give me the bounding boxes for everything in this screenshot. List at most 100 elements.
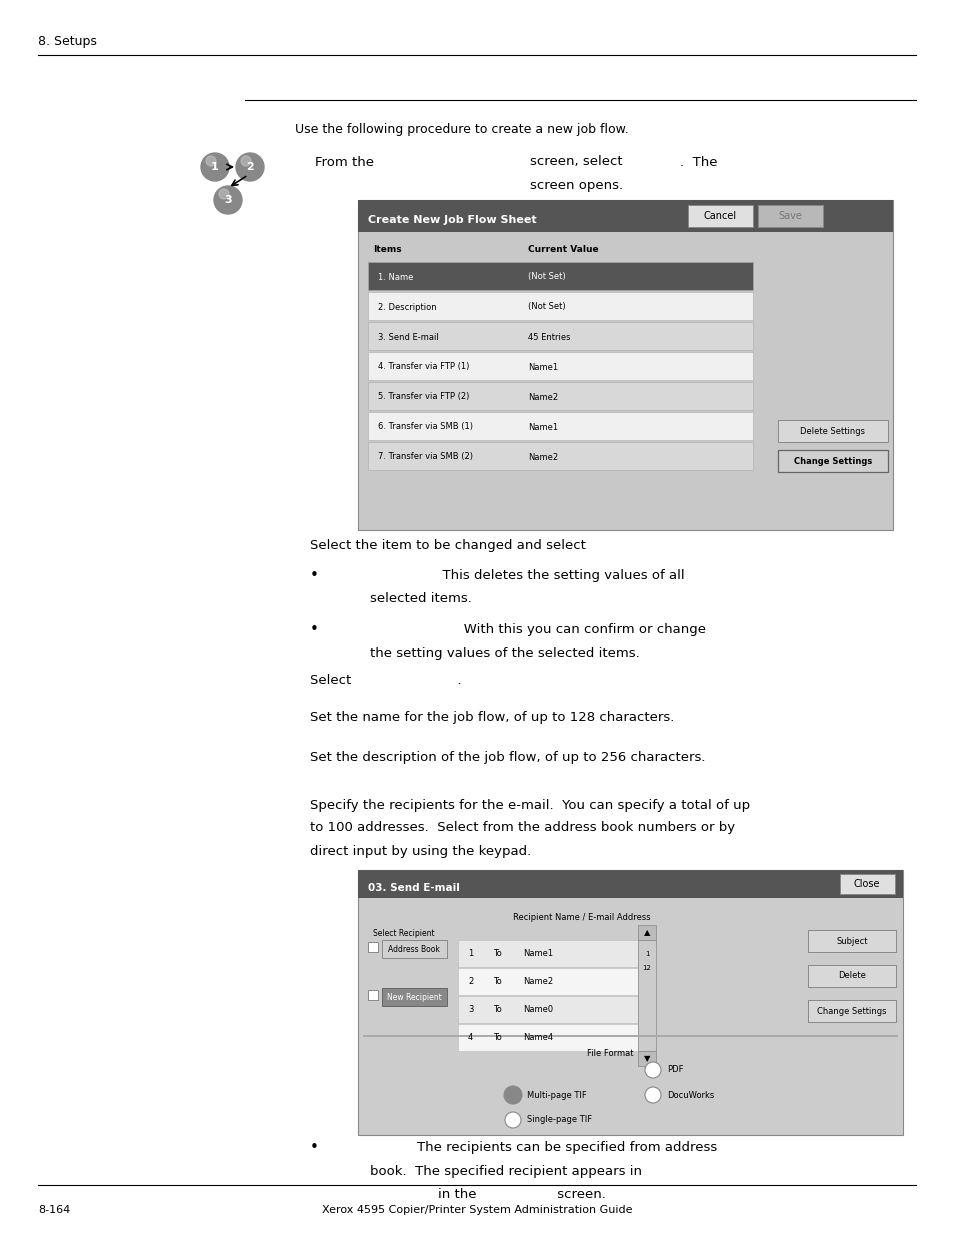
Text: 2. Description: 2. Description [377,303,436,311]
Text: Name2: Name2 [527,452,558,462]
FancyBboxPatch shape [687,205,752,227]
Text: (Not Set): (Not Set) [527,303,565,311]
Text: 1. Name: 1. Name [377,273,413,282]
FancyBboxPatch shape [457,968,638,995]
FancyBboxPatch shape [368,352,752,380]
Text: Delete Settings: Delete Settings [800,426,864,436]
FancyBboxPatch shape [778,450,887,472]
Text: Name2: Name2 [527,393,558,401]
Text: PDF: PDF [666,1066,682,1074]
FancyBboxPatch shape [381,940,447,958]
FancyBboxPatch shape [381,988,447,1007]
FancyBboxPatch shape [638,925,656,940]
Circle shape [235,153,264,182]
FancyBboxPatch shape [807,1000,895,1023]
Text: File Format: File Format [586,1049,633,1057]
Circle shape [206,156,215,165]
Text: 8. Setups: 8. Setups [38,36,97,48]
Text: Current Value: Current Value [527,245,598,253]
Text: book.  The specified recipient appears in: book. The specified recipient appears in [370,1166,641,1178]
Text: New Recipient: New Recipient [386,993,441,1002]
FancyBboxPatch shape [368,942,377,952]
Text: The recipients can be specified from address: The recipients can be specified from add… [314,1141,717,1155]
FancyBboxPatch shape [357,869,902,1135]
FancyBboxPatch shape [457,995,638,1023]
Text: From the: From the [314,156,374,168]
Text: Name1: Name1 [522,950,553,958]
Text: Multi-page TIF: Multi-page TIF [526,1091,586,1099]
FancyBboxPatch shape [368,412,752,440]
Text: .  The: . The [679,156,717,168]
Text: Change Settings: Change Settings [817,1007,886,1015]
FancyBboxPatch shape [758,205,822,227]
Text: 3. Send E-mail: 3. Send E-mail [377,332,438,342]
Text: DocuWorks: DocuWorks [666,1091,714,1099]
Text: selected items.: selected items. [370,592,472,604]
Text: screen opens.: screen opens. [530,179,622,191]
FancyBboxPatch shape [638,1051,656,1066]
Text: to 100 addresses.  Select from the address book numbers or by: to 100 addresses. Select from the addres… [310,821,735,835]
Text: 03. Send E-mail: 03. Send E-mail [368,883,459,893]
Text: 6. Transfer via SMB (1): 6. Transfer via SMB (1) [377,422,473,431]
FancyBboxPatch shape [807,965,895,987]
Text: Create New Job Flow Sheet: Create New Job Flow Sheet [368,215,536,225]
FancyBboxPatch shape [368,442,752,471]
Text: Select                         .: Select . [310,673,461,687]
FancyBboxPatch shape [357,200,892,530]
Text: ▼: ▼ [643,1055,650,1063]
Text: This deletes the setting values of all: This deletes the setting values of all [314,568,684,582]
Text: Address Book: Address Book [388,945,439,953]
FancyBboxPatch shape [357,200,892,232]
FancyBboxPatch shape [807,930,895,952]
Text: Items: Items [373,245,401,253]
FancyBboxPatch shape [368,262,752,290]
Text: Select Recipient: Select Recipient [373,929,435,937]
Text: 5. Transfer via FTP (2): 5. Transfer via FTP (2) [377,393,469,401]
Text: Select the item to be changed and select: Select the item to be changed and select [310,538,585,552]
Text: To: To [493,1005,501,1014]
Circle shape [241,156,251,165]
Text: 7. Transfer via SMB (2): 7. Transfer via SMB (2) [377,452,473,462]
Text: To: To [493,977,501,987]
Text: 2: 2 [468,977,473,987]
FancyBboxPatch shape [457,940,638,967]
Text: (Not Set): (Not Set) [527,273,565,282]
Text: Specify the recipients for the e-mail.  You can specify a total of up: Specify the recipients for the e-mail. Y… [310,799,749,811]
Text: Name1: Name1 [527,363,558,372]
Text: •: • [310,568,318,583]
FancyBboxPatch shape [363,1035,897,1037]
Text: Set the name for the job flow, of up to 128 characters.: Set the name for the job flow, of up to … [310,711,674,725]
Circle shape [504,1112,520,1128]
Text: 4. Transfer via FTP (1): 4. Transfer via FTP (1) [377,363,469,372]
Text: Set the description of the job flow, of up to 256 characters.: Set the description of the job flow, of … [310,752,705,764]
Text: Xerox 4595 Copier/Printer System Administration Guide: Xerox 4595 Copier/Printer System Adminis… [321,1205,632,1215]
Text: Single-page TIF: Single-page TIF [526,1115,592,1125]
Text: 1: 1 [644,951,649,957]
Text: To: To [493,1034,501,1042]
Text: Save: Save [778,211,801,221]
Circle shape [644,1087,660,1103]
Text: 12: 12 [642,965,651,971]
Text: 3: 3 [468,1005,473,1014]
Text: direct input by using the keypad.: direct input by using the keypad. [310,845,531,857]
Text: •: • [310,1140,318,1156]
FancyBboxPatch shape [638,940,656,1051]
Text: To: To [493,950,501,958]
Circle shape [213,186,242,214]
Text: 2: 2 [246,162,253,172]
FancyBboxPatch shape [368,322,752,350]
FancyBboxPatch shape [778,420,887,442]
Text: Change Settings: Change Settings [793,457,871,466]
Text: 4: 4 [468,1034,473,1042]
Circle shape [201,153,229,182]
FancyBboxPatch shape [840,874,894,894]
Text: 8-164: 8-164 [38,1205,71,1215]
FancyBboxPatch shape [457,1024,638,1051]
Text: With this you can confirm or change: With this you can confirm or change [314,624,705,636]
Text: Name1: Name1 [527,422,558,431]
Text: the setting values of the selected items.: the setting values of the selected items… [370,646,639,659]
Text: screen, select: screen, select [530,156,622,168]
Circle shape [503,1086,521,1104]
Text: Name4: Name4 [522,1034,553,1042]
Text: Recipient Name / E-mail Address: Recipient Name / E-mail Address [513,914,650,923]
